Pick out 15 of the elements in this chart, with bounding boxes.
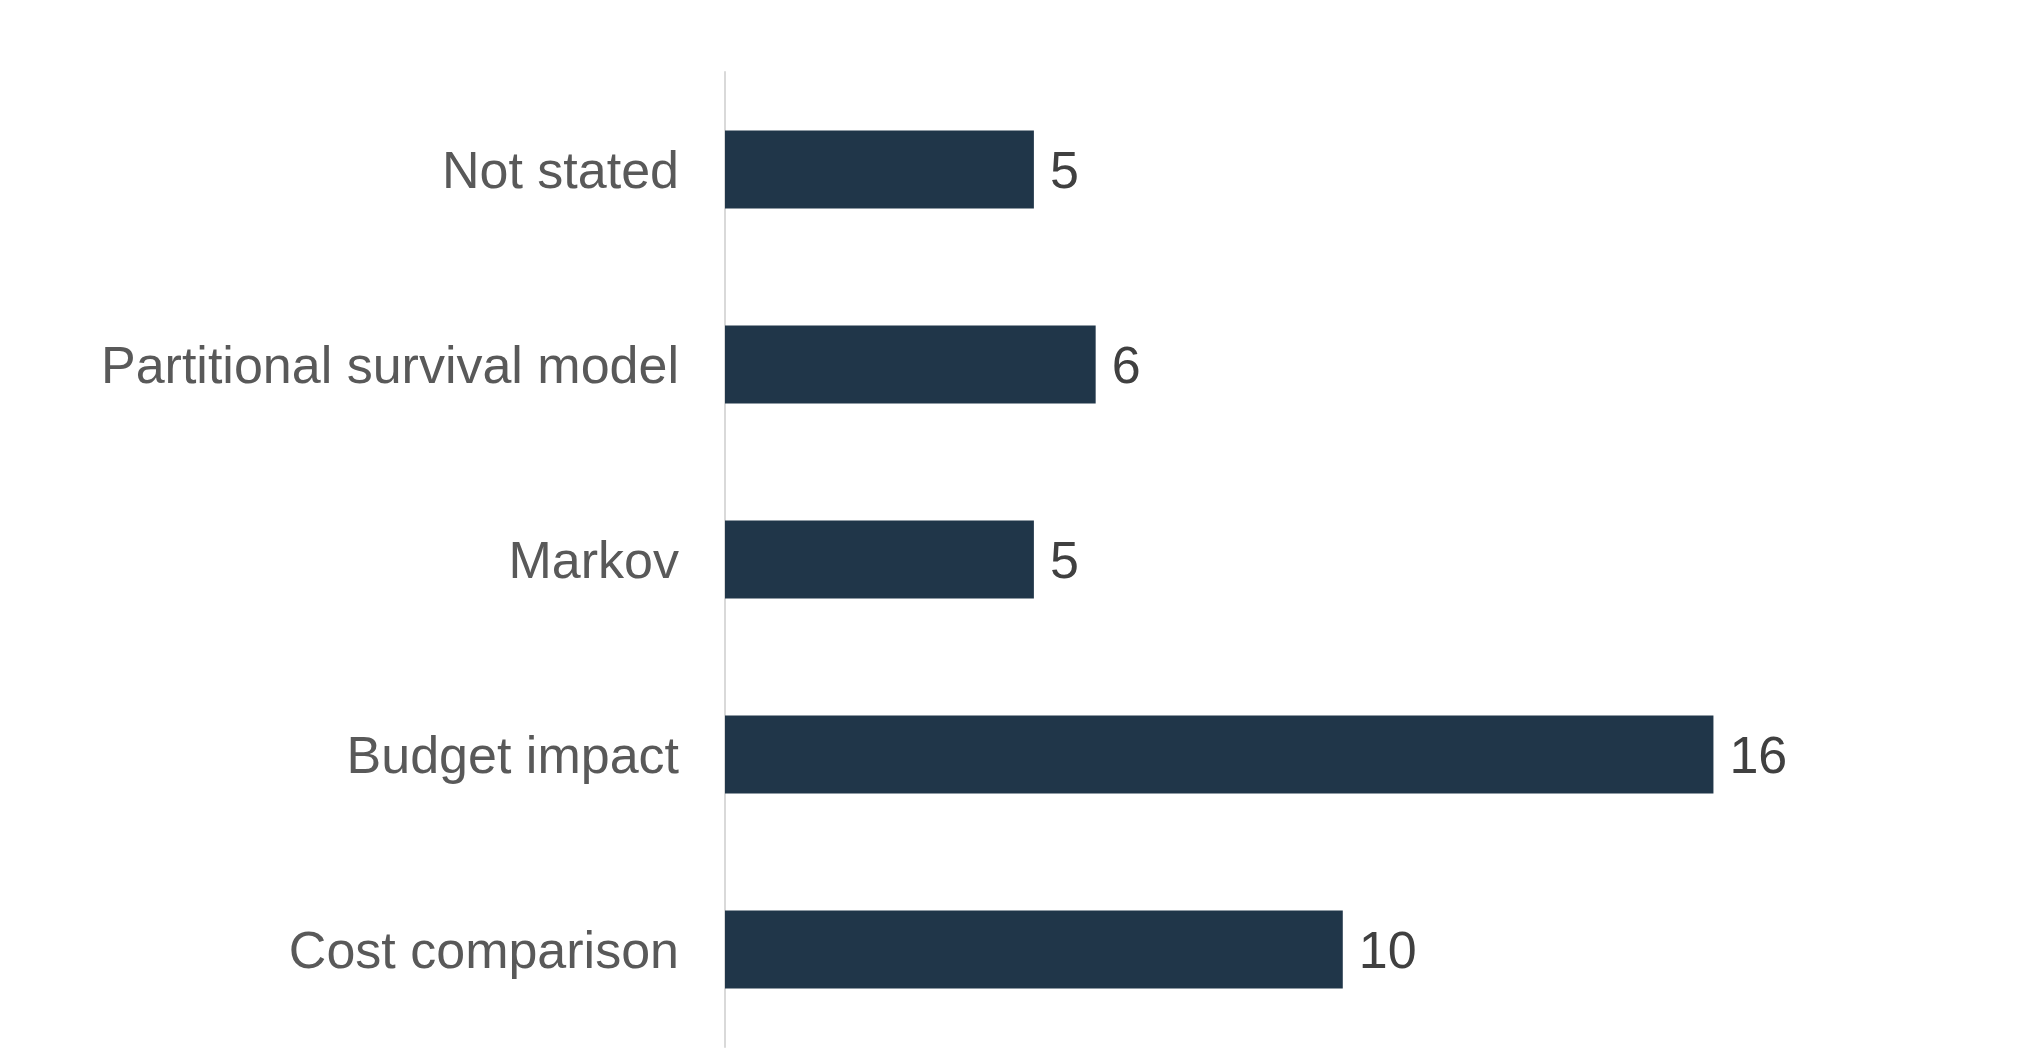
data-label: 5 xyxy=(1049,140,1079,199)
y-tick-label: Markov xyxy=(508,530,679,589)
y-tick-label: Cost comparison xyxy=(288,920,679,979)
y-tick-label: Budget impact xyxy=(346,725,680,784)
y-tick-label: Not stated xyxy=(441,140,679,199)
data-label: 5 xyxy=(1049,530,1079,589)
y-tick-label: Partitional survival model xyxy=(100,335,679,394)
bar xyxy=(725,520,1034,599)
bar xyxy=(725,130,1034,209)
bar xyxy=(725,325,1096,404)
bar xyxy=(725,910,1343,989)
bar xyxy=(725,715,1714,794)
data-label: 16 xyxy=(1729,725,1788,784)
data-label: 10 xyxy=(1358,920,1417,979)
data-label: 6 xyxy=(1111,335,1141,394)
